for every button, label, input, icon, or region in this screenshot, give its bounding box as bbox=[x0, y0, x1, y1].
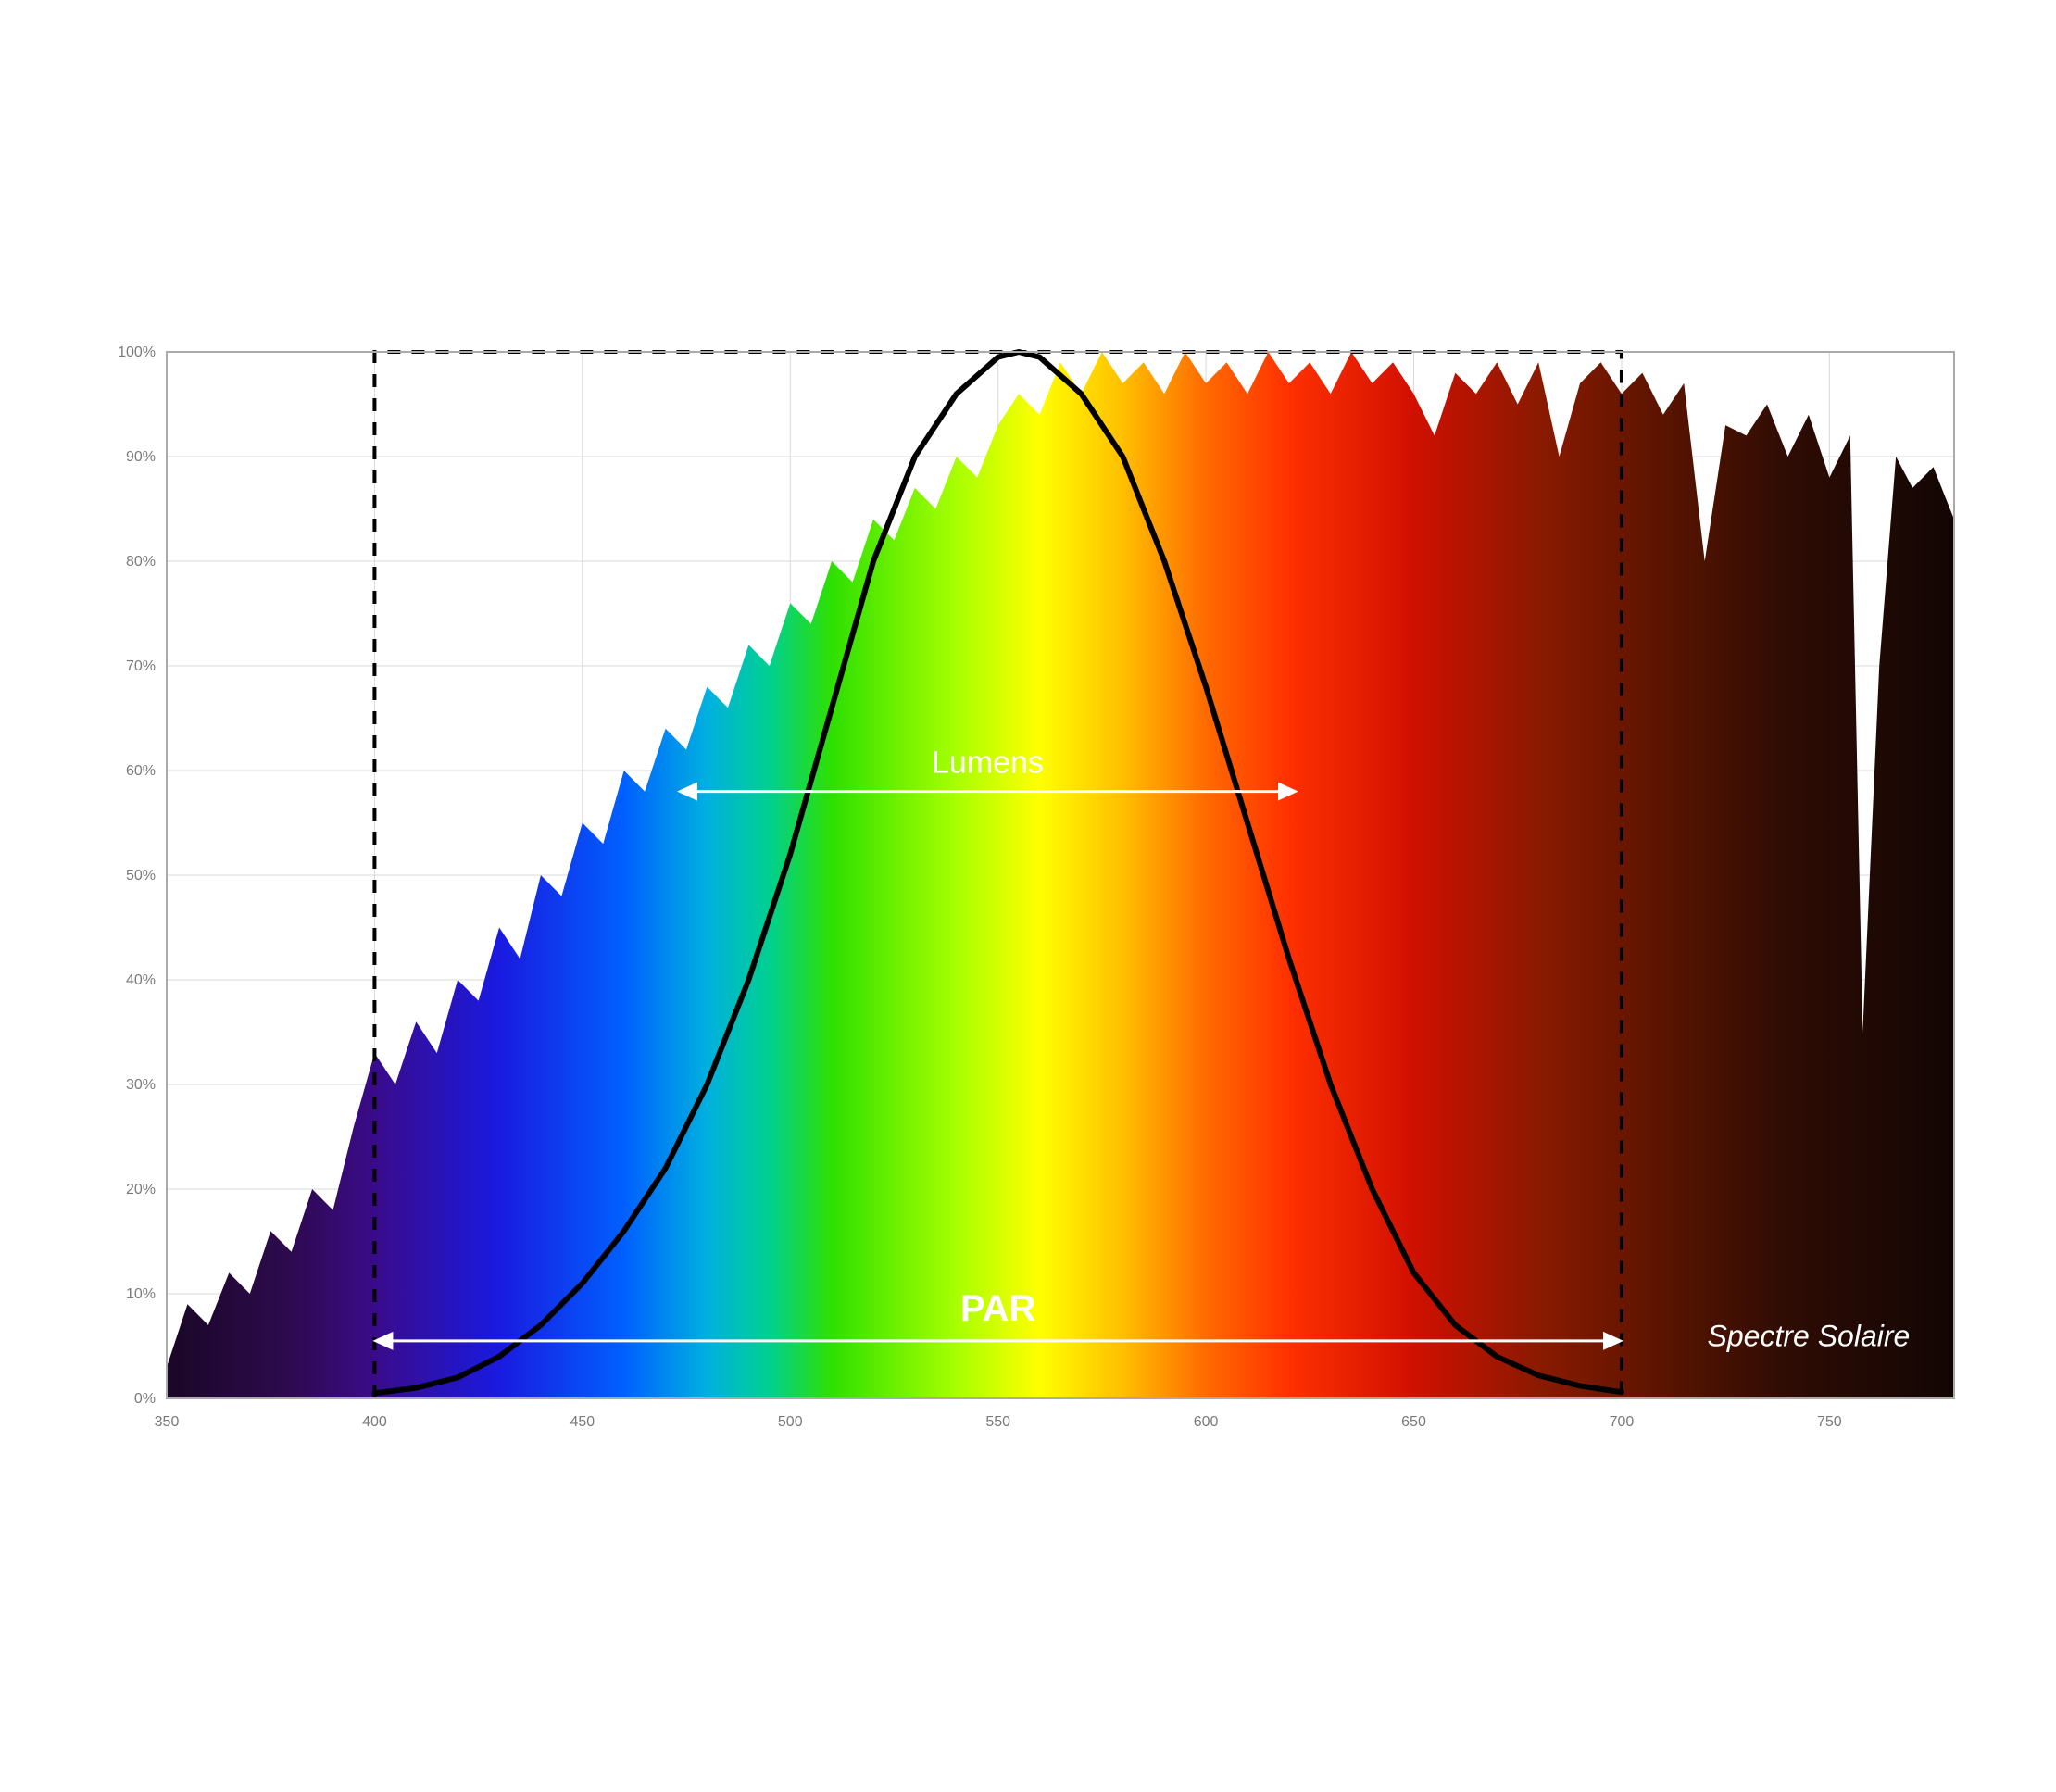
y-tick-label: 10% bbox=[126, 1286, 156, 1302]
page: Lumens PAR Spectre Solaire 0% 10% 20% 30% 40% 50… bbox=[0, 0, 2056, 1792]
y-tick-label: 100% bbox=[118, 345, 156, 360]
y-tick-label: 20% bbox=[126, 1182, 156, 1197]
x-tick-label: 750 bbox=[1817, 1414, 1842, 1430]
par-label: PAR bbox=[960, 1288, 1036, 1329]
x-tick-label: 450 bbox=[570, 1414, 595, 1430]
lumens-label: Lumens bbox=[932, 746, 1044, 781]
y-tick-label: 0% bbox=[134, 1391, 156, 1407]
x-tick-label: 500 bbox=[778, 1414, 803, 1430]
spectre-solaire-label: Spectre Solaire bbox=[1708, 1320, 1911, 1353]
y-tick-label: 50% bbox=[126, 868, 156, 883]
x-tick-label: 600 bbox=[1194, 1414, 1219, 1430]
y-tick-label: 80% bbox=[126, 554, 156, 570]
y-tick-label: 30% bbox=[126, 1077, 156, 1093]
y-tick-label: 60% bbox=[126, 763, 156, 779]
y-tick-label: 70% bbox=[126, 658, 156, 674]
y-tick-label: 40% bbox=[126, 972, 156, 988]
spectrum-chart: Lumens PAR Spectre Solaire 0% 10% 20% 30% 40% 50… bbox=[93, 343, 1963, 1449]
x-tick-label: 650 bbox=[1401, 1414, 1426, 1430]
x-tick-label: 700 bbox=[1610, 1414, 1635, 1430]
y-tick-label: 90% bbox=[126, 449, 156, 465]
x-tick-label: 550 bbox=[985, 1414, 1010, 1430]
x-tick-label: 350 bbox=[155, 1414, 180, 1430]
x-tick-label: 400 bbox=[362, 1414, 387, 1430]
